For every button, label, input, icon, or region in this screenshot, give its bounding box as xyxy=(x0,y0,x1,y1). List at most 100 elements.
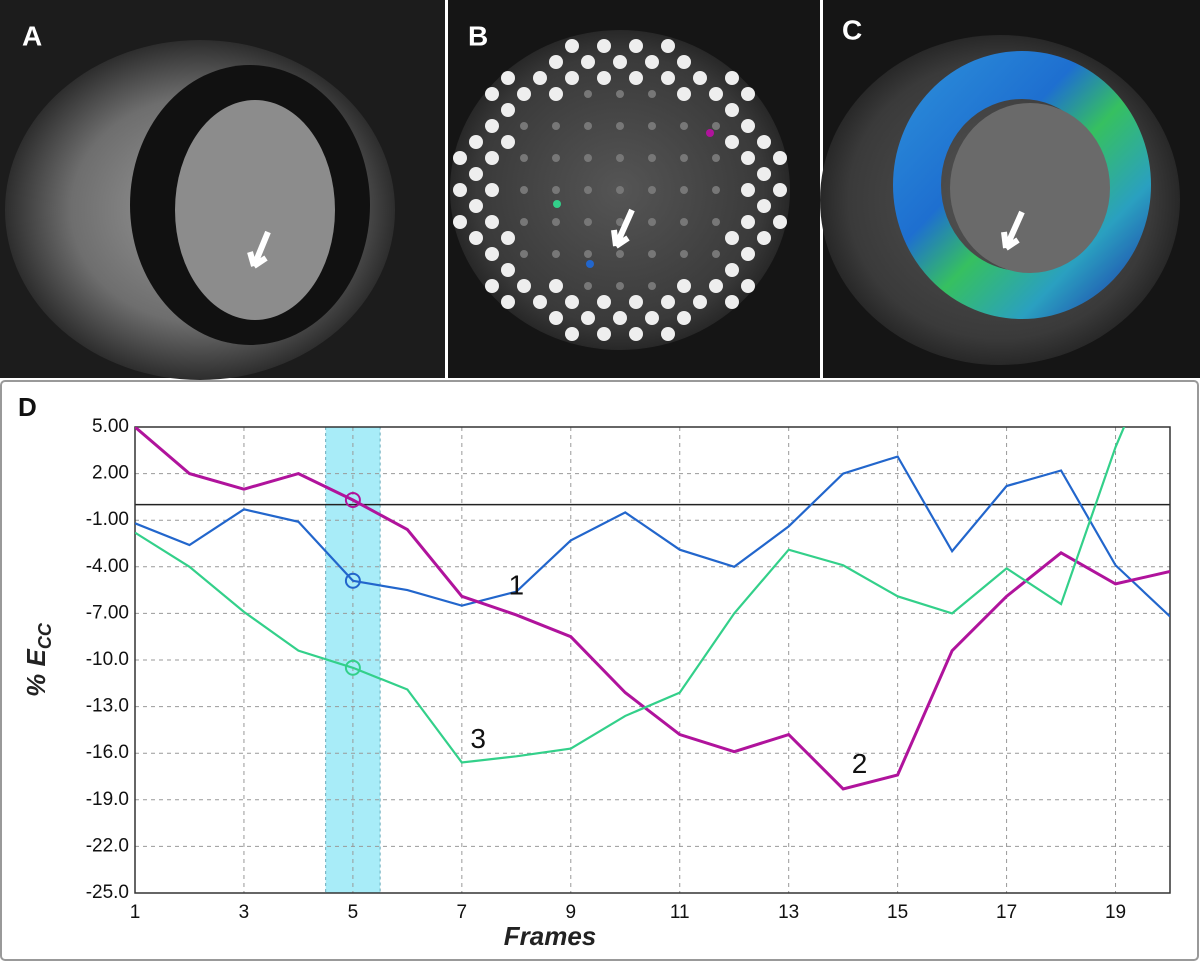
tag-dot xyxy=(645,55,659,69)
tag-dot xyxy=(648,186,656,194)
tag-dot xyxy=(501,263,515,277)
tag-dot xyxy=(712,250,720,258)
image-a xyxy=(0,0,445,380)
tag-dot xyxy=(741,87,755,101)
tag-dot xyxy=(645,311,659,325)
tag-dot xyxy=(453,151,467,165)
tag-dot xyxy=(501,231,515,245)
tag-grid xyxy=(453,39,787,341)
tag-dot xyxy=(680,154,688,162)
tag-dot xyxy=(741,119,755,133)
tag-dot xyxy=(648,250,656,258)
tag-dot xyxy=(773,151,787,165)
tag-dot xyxy=(616,282,624,290)
frame-marker xyxy=(344,492,361,509)
tag-dot xyxy=(453,183,467,197)
tag-dot xyxy=(709,279,723,293)
tag-dot xyxy=(565,295,579,309)
tag-dot xyxy=(712,154,720,162)
tag-dot xyxy=(712,218,720,226)
tag-dot xyxy=(680,122,688,130)
tag-dot xyxy=(584,90,592,98)
plot: 5.00 2.00 -1.00 -4.00 -7.00 -10.0 -13.0 -16.0 -1… xyxy=(86,416,1171,923)
tag-dot xyxy=(584,154,592,162)
tag-dot xyxy=(520,186,528,194)
tag-dot xyxy=(712,186,720,194)
y-tick-label: -1.00 xyxy=(86,509,129,530)
x-axis-label: Frames xyxy=(504,921,597,951)
tag-dot xyxy=(661,295,675,309)
tag-dot xyxy=(677,279,691,293)
tag-dot xyxy=(709,87,723,101)
tag-dot xyxy=(485,247,499,261)
tag-dot xyxy=(725,263,739,277)
y-tick-label: -7.00 xyxy=(86,602,129,623)
y-tick-label: -13.0 xyxy=(86,696,129,717)
tag-dot xyxy=(501,71,515,85)
tag-dot xyxy=(584,282,592,290)
tag-dot xyxy=(741,183,755,197)
tag-dot xyxy=(501,135,515,149)
tag-dot xyxy=(613,55,627,69)
y-tick-label: -19.0 xyxy=(86,789,129,810)
tag-dot xyxy=(581,311,595,325)
tag-dot xyxy=(549,55,563,69)
tag-dot xyxy=(584,122,592,130)
tag-dot xyxy=(597,327,611,341)
tag-dot xyxy=(485,87,499,101)
x-tick-label: 1 xyxy=(130,902,141,923)
x-tick-label: 5 xyxy=(348,902,359,923)
tag-dot xyxy=(565,327,579,341)
tag-dot xyxy=(616,90,624,98)
tag-dot xyxy=(616,250,624,258)
tag-dot xyxy=(552,154,560,162)
tag-dot xyxy=(648,154,656,162)
tag-dot xyxy=(616,154,624,162)
y-axis-label-sub: CC xyxy=(35,622,55,649)
x-tick-label: 7 xyxy=(457,902,468,923)
tag-dot xyxy=(757,135,771,149)
x-tick-label: 19 xyxy=(1105,902,1126,923)
panel-label: B xyxy=(468,20,488,51)
panel-label: A xyxy=(22,20,42,51)
tag-dot xyxy=(453,215,467,229)
tag-dot xyxy=(552,218,560,226)
tag-dot xyxy=(629,71,643,85)
tag-dot xyxy=(648,90,656,98)
x-tick-label: 17 xyxy=(996,902,1017,923)
series-line xyxy=(135,455,1170,618)
tag-dot xyxy=(517,87,531,101)
tag-dot xyxy=(597,295,611,309)
tag-dot xyxy=(533,71,547,85)
tag-dot xyxy=(757,167,771,181)
image-c xyxy=(820,0,1200,378)
tag-dot xyxy=(584,186,592,194)
tag-dot xyxy=(485,215,499,229)
tag-dot xyxy=(661,71,675,85)
tag-dot xyxy=(469,135,483,149)
tag-dot xyxy=(648,218,656,226)
y-tick-label: -25.0 xyxy=(86,882,129,903)
tag-dot xyxy=(597,71,611,85)
image-b xyxy=(448,0,820,378)
tag-dot xyxy=(773,183,787,197)
series-label: 2 xyxy=(852,748,868,779)
x-tick-label: 3 xyxy=(239,902,250,923)
tag-dot xyxy=(741,151,755,165)
tag-dot xyxy=(741,279,755,293)
frame-marker xyxy=(344,572,361,589)
y-tick-label: 2.00 xyxy=(92,463,129,484)
tag-dot xyxy=(757,231,771,245)
series-label: 1 xyxy=(509,569,525,600)
tag-dot xyxy=(725,231,739,245)
tag-dot xyxy=(741,247,755,261)
x-tick-label: 11 xyxy=(670,902,690,923)
tag-dot xyxy=(565,71,579,85)
plot-frame xyxy=(134,426,1171,894)
tag-dot xyxy=(552,186,560,194)
y-axis-label-main: % E xyxy=(21,649,51,697)
tag-dot xyxy=(661,39,675,53)
y-tick-label: -4.00 xyxy=(86,556,129,577)
frame-marker xyxy=(344,659,361,676)
tag-dot xyxy=(485,279,499,293)
